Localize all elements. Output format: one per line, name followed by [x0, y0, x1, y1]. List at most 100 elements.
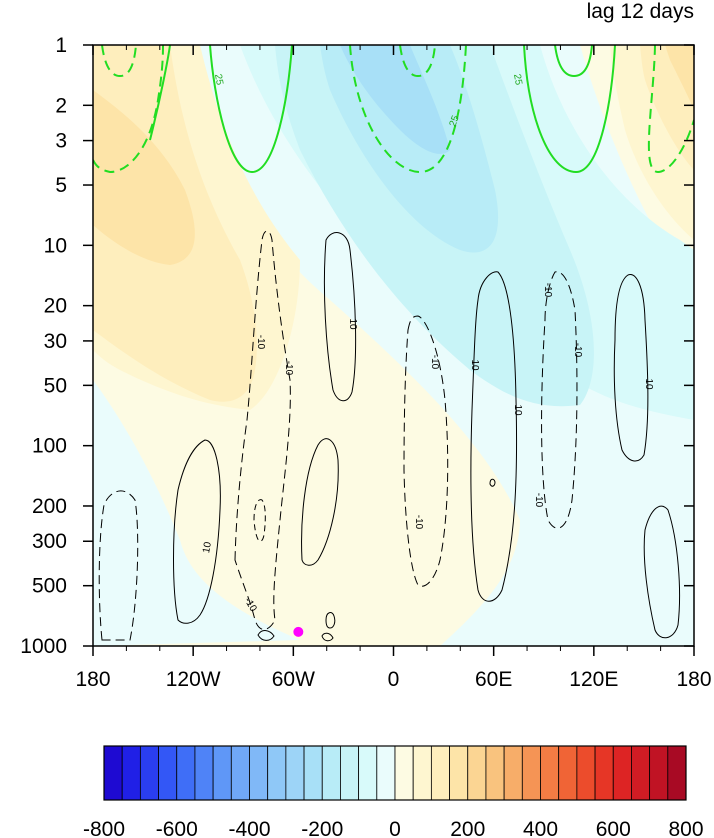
contour-label: 10 [512, 404, 523, 416]
colorbar-swatch [485, 745, 505, 801]
green-contour-9 [647, 45, 694, 174]
field-orange-west-2 [93, 90, 195, 265]
contour-label: -10 [255, 335, 266, 350]
contour-label: 25 [212, 73, 225, 86]
black-contour-3 [234, 230, 291, 630]
colorbar-label: -800 [83, 818, 125, 838]
y-tick-label: 1000 [20, 635, 67, 658]
colorbar-swatch [158, 745, 178, 801]
black-contour-10 [403, 315, 449, 587]
black-contour-15 [643, 505, 681, 639]
colorbar-label: -600 [156, 818, 198, 838]
colorbar-swatch [176, 745, 196, 801]
colorbar-swatch [467, 745, 487, 801]
black-contour-11 [470, 271, 518, 602]
black-contour-5 [257, 630, 275, 641]
colorbar-swatch [285, 745, 305, 801]
contour-label: 25 [448, 114, 462, 129]
black-contour-8 [325, 612, 336, 629]
y-tick-label: 200 [32, 495, 67, 518]
field-light-blue-west [93, 380, 300, 646]
black-contour-13 [541, 271, 578, 529]
colorbar-swatch [412, 745, 432, 801]
green-contour-3 [149, 45, 171, 141]
field-orange-east-2 [665, 45, 694, 110]
contour-label: -10 [533, 493, 544, 508]
x-tick-label: 180 [75, 668, 110, 691]
field-blue-3 [320, 45, 499, 253]
x-axis: 180 120W 60W 0 60E 120E 180 [75, 45, 712, 691]
y-tick-label: 10 [44, 234, 67, 257]
y-tick-label: 3 [55, 130, 67, 153]
colorbar-swatch [340, 745, 360, 801]
chart-title: lag 12 days [587, 0, 694, 23]
colorbar-label: -400 [228, 818, 270, 838]
colorbar-swatch [194, 745, 214, 801]
colorbar-swatch [303, 745, 323, 801]
field-light-blue-southeast [570, 620, 694, 646]
contour-label: -10 [283, 361, 294, 376]
y-tick-label: 1 [55, 34, 67, 57]
colorbar-swatch [540, 745, 560, 801]
green-contours [93, 45, 694, 174]
colorbar-label: 400 [523, 818, 558, 838]
colorbar-swatch [594, 745, 614, 801]
x-tick-label: 60W [272, 668, 315, 691]
black-contour-14 [613, 274, 649, 462]
colorbar-swatch [249, 745, 269, 801]
green-contour-1 [101, 45, 137, 78]
colorbar-label: -200 [301, 818, 343, 838]
x-tick-label: 60E [475, 668, 512, 691]
green-contour-8 [554, 45, 593, 78]
black-contour-1 [98, 490, 139, 641]
green-contour-4 [209, 45, 293, 174]
y-tick-label: 300 [32, 530, 67, 553]
y-tick-label: 50 [44, 374, 67, 397]
green-contour-2 [93, 45, 164, 174]
x-tick-label: 180 [676, 668, 711, 691]
colorbar-swatch [521, 745, 541, 801]
colorbar-swatch [267, 745, 287, 801]
contour-label: 10 [469, 359, 480, 371]
y-axis: 1 2 3 5 10 20 30 50 100 200 300 500 1000 [20, 34, 694, 658]
black-contour-2 [173, 439, 221, 624]
colorbar-frame [103, 745, 687, 801]
x-tick-label: 120W [166, 668, 221, 691]
y-tick-label: 20 [44, 295, 67, 318]
black-contour-12 [489, 478, 496, 487]
green-contour-6 [399, 45, 436, 78]
colorbar-label: 200 [450, 818, 485, 838]
colorbar-swatch [449, 745, 469, 801]
green-contour-7 [523, 45, 616, 174]
colorbar-label: 0 [389, 818, 401, 838]
colorbar-swatch [558, 745, 578, 801]
location-marker [293, 626, 304, 637]
colorbar-label: 800 [668, 818, 703, 838]
contour-labels: 25 25 25 -10 -10 10 10 -10 -10 10 -10 10… [201, 73, 654, 614]
black-contour-9 [321, 632, 334, 642]
black-contour-6 [301, 438, 339, 566]
y-tick-label: 5 [55, 174, 67, 197]
colorbar-swatch [230, 745, 250, 801]
colorbar-swatch [103, 745, 123, 801]
colorbar-swatch [139, 745, 159, 801]
colorbar-swatch [430, 745, 450, 801]
colorbar-swatch [631, 745, 651, 801]
plot-area: 25 25 25 -10 -10 10 10 -10 -10 10 -10 10… [93, 45, 694, 646]
black-contours [98, 230, 681, 642]
colorbar-swatch [212, 745, 232, 801]
field-blue-4 [340, 45, 450, 154]
colorbar-swatch [358, 745, 378, 801]
contour-label: -10 [413, 515, 424, 530]
colorbar-swatch [649, 745, 669, 801]
contour-label: 10 [347, 318, 358, 330]
colorbar-swatch [576, 745, 596, 801]
colorbar-swatch [503, 745, 523, 801]
colorbar-swatch [376, 745, 396, 801]
contour-label: -10 [429, 355, 440, 370]
contour-label: -10 [542, 283, 553, 298]
contour-label: 10 [201, 541, 214, 554]
colorbar: -800 -600 -400 -200 0 200 400 600 800 [83, 745, 704, 838]
colorbar-swatch [667, 745, 687, 801]
x-tick-label: 0 [388, 668, 400, 691]
